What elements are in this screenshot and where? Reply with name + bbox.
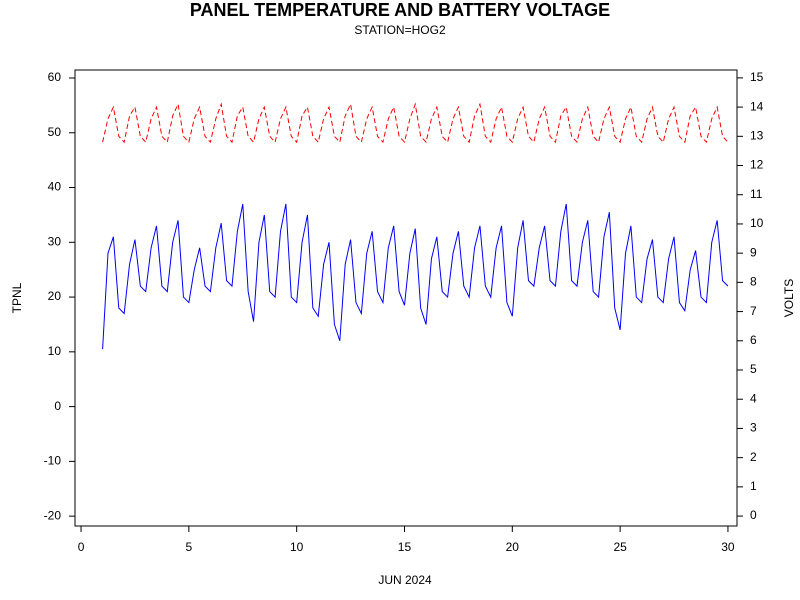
- x-tick-label: 5: [186, 540, 193, 554]
- chart-subtitle: STATION=HOG2: [354, 23, 446, 37]
- y2-tick-label: 11: [750, 187, 763, 201]
- y2-axis-label: VOLTS: [782, 279, 796, 317]
- y-tick-label: 30: [48, 234, 62, 248]
- y-axis-label: TPNL: [10, 282, 24, 313]
- y2-tick-label: 13: [750, 128, 764, 142]
- y2-tick-label: 2: [750, 450, 757, 464]
- y2-tick-label: 8: [750, 275, 757, 289]
- series-line: [102, 203, 729, 350]
- y2-tick-label: 12: [750, 158, 764, 172]
- y2-tick-label: 3: [750, 421, 757, 435]
- chart-title: PANEL TEMPERATURE AND BATTERY VOLTAGE: [190, 0, 610, 20]
- y-tick-label: 20: [48, 289, 62, 303]
- y2-tick-label: 9: [750, 245, 757, 259]
- x-tick-label: 15: [398, 540, 412, 554]
- x-tick-label: 0: [78, 540, 85, 554]
- y2-tick-label: 1: [750, 479, 757, 493]
- y2-tick-label: 6: [750, 333, 757, 347]
- y2-tick-label: 15: [750, 70, 764, 84]
- series-line: [102, 102, 729, 144]
- x-tick-label: 10: [290, 540, 304, 554]
- y-tick-label: 50: [48, 125, 62, 139]
- plot-frame: [74, 69, 738, 527]
- x-tick-label: 30: [721, 540, 735, 554]
- x-tick-label: 25: [613, 540, 627, 554]
- y2-tick-label: 5: [750, 362, 757, 376]
- y2-tick-label: 7: [750, 304, 757, 318]
- y-tick-label: 10: [48, 344, 62, 358]
- y-tick-label: -10: [44, 454, 62, 468]
- y-tick-label: 60: [48, 70, 62, 84]
- y-tick-label: 0: [54, 399, 61, 413]
- y2-tick-label: 0: [750, 508, 757, 522]
- y-tick-label: 40: [48, 180, 62, 194]
- y2-tick-label: 14: [750, 99, 764, 113]
- x-axis-label: JUN 2024: [378, 573, 432, 587]
- y-tick-label: -20: [44, 508, 62, 522]
- y2-tick-label: 10: [750, 216, 764, 230]
- x-tick-label: 20: [506, 540, 520, 554]
- y2-tick-label: 4: [750, 391, 757, 405]
